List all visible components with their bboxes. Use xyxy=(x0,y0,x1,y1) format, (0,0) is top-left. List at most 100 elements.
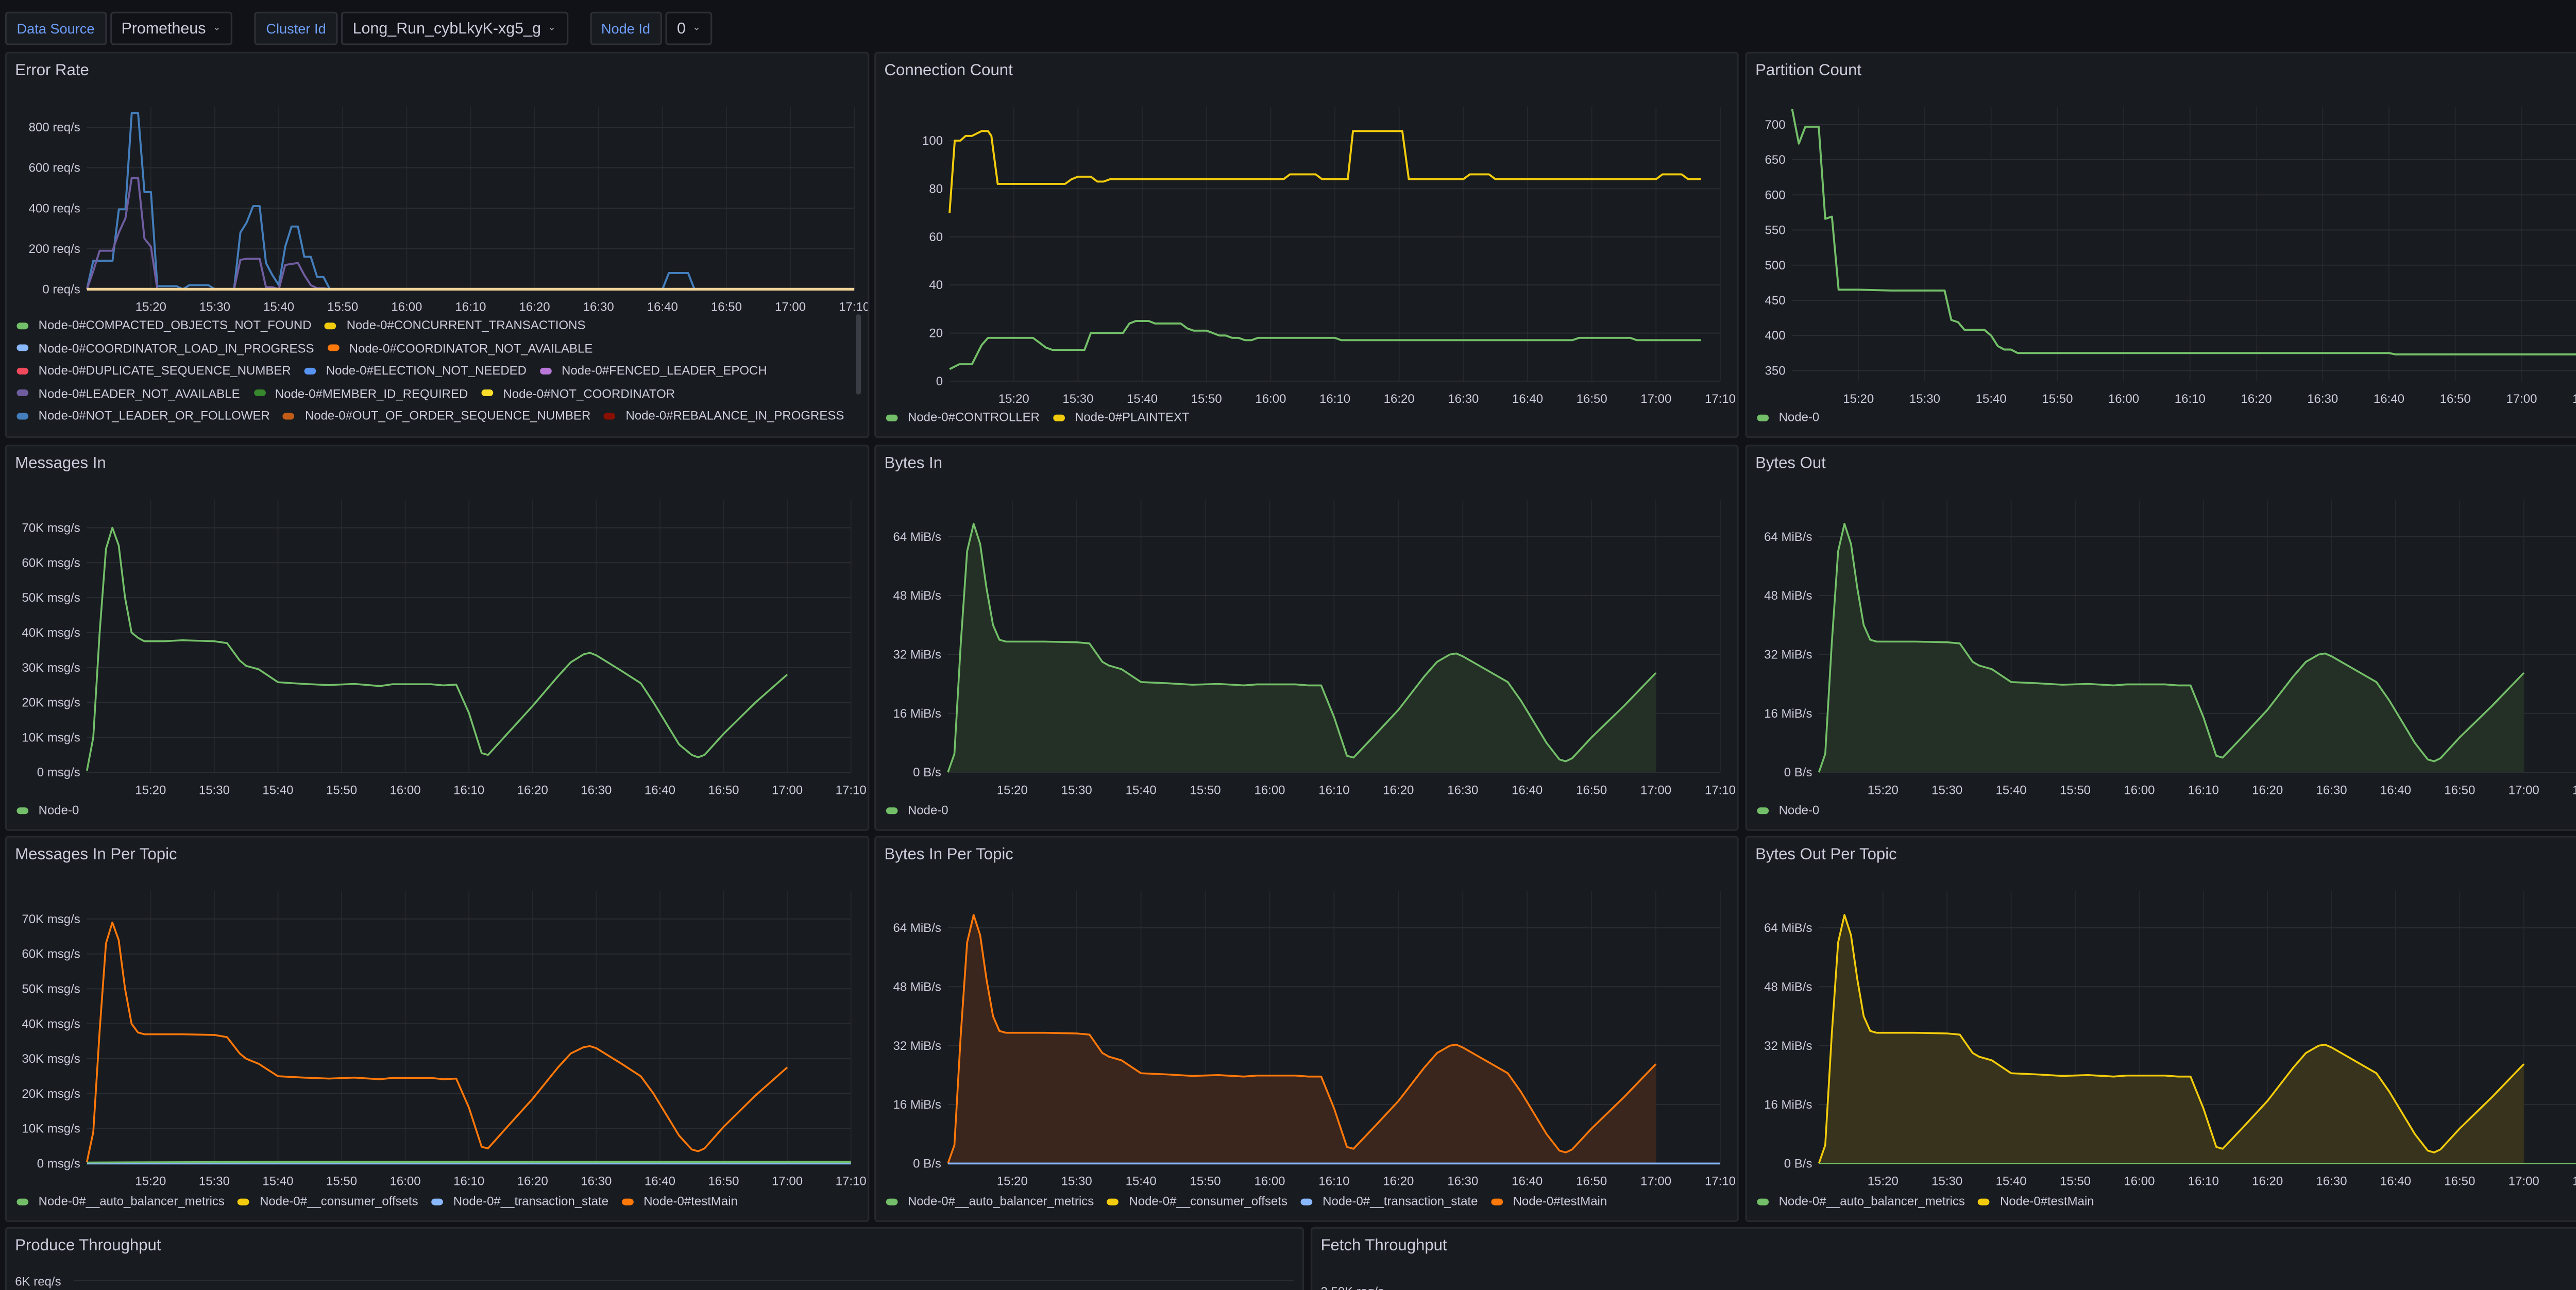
panel-title[interactable]: Bytes Out Per Topic xyxy=(1755,845,1897,864)
legend-item[interactable]: Node-0 xyxy=(886,803,948,818)
legend-item[interactable]: Node-0#DUPLICATE_SEQUENCE_NUMBER xyxy=(16,363,291,378)
series-line[interactable] xyxy=(86,177,855,291)
legend-item[interactable]: Node-0#OUT_OF_ORDER_SEQUENCE_NUMBER xyxy=(283,408,590,423)
series-line[interactable] xyxy=(1791,109,2576,355)
legend-color-swatch xyxy=(1053,414,1065,421)
x-tick-label: 15:50 xyxy=(1190,1175,1221,1189)
legend-label: Node-0#testMain xyxy=(1513,1193,1607,1209)
data-source-select[interactable]: Prometheus ⌄ xyxy=(109,11,233,44)
legend-item[interactable]: Node-0#REBALANCE_IN_PROGRESS xyxy=(604,408,844,423)
series-line[interactable] xyxy=(86,527,788,771)
series-line[interactable] xyxy=(948,130,1701,213)
legend-color-swatch xyxy=(431,1197,444,1204)
legend-item[interactable]: Node-0#__auto_balancer_metrics xyxy=(886,1194,1094,1209)
y-tick-label: 0 B/s xyxy=(913,766,941,779)
y-tick-label: 10K msg/s xyxy=(22,1122,80,1136)
legend-label: Node-0 xyxy=(1778,802,1820,818)
legend-item[interactable]: Node-0#__consumer_offsets xyxy=(1107,1194,1287,1209)
y-tick-label: 350 xyxy=(1765,364,1786,378)
y-tick-label: 200 req/s xyxy=(29,242,80,256)
node-id-select[interactable]: 0 ⌄ xyxy=(665,11,713,44)
y-tick-label: 0 msg/s xyxy=(37,766,80,779)
legend-item[interactable]: Node-0#testMain xyxy=(622,1194,738,1209)
panel-title[interactable]: Bytes In xyxy=(884,454,943,473)
y-tick-label: 0 xyxy=(936,375,943,388)
legend-scrollbar[interactable] xyxy=(856,314,861,395)
legend-item[interactable]: Node-0#COMPACTED_OBJECTS_NOT_FOUND xyxy=(16,318,312,333)
legend-item[interactable]: Node-0#__transaction_state xyxy=(1300,1194,1478,1209)
series-line[interactable] xyxy=(1818,522,2525,773)
x-tick-label: 15:40 xyxy=(1996,783,2027,797)
panel-error-rate: Error Rate 15:20 15:30 15:40 15:50 16:00 16:10… xyxy=(5,52,870,438)
legend-item[interactable]: Node-0#FENCED_LEADER_EPOCH xyxy=(539,363,767,378)
legend-item[interactable]: Node-0#__auto_balancer_metrics xyxy=(1757,1194,1965,1209)
x-tick-label: 15:20 xyxy=(1868,783,1899,797)
legend-item[interactable]: Node-0#PLAINTEXT xyxy=(1053,410,1190,425)
series-line[interactable] xyxy=(1818,914,2525,1164)
legend-item[interactable]: Node-0#__consumer_offsets xyxy=(238,1194,418,1209)
series-line[interactable] xyxy=(86,921,788,1162)
x-tick-label: 15:40 xyxy=(262,783,293,797)
legend-item[interactable]: Node-0#testMain xyxy=(1978,1194,2094,1209)
var-label-node-id: Node Id xyxy=(589,11,662,44)
legend-label: Node-0#COORDINATOR_NOT_AVAILABLE xyxy=(349,340,593,355)
legend-item[interactable]: Node-0#NOT_LEADER_OR_FOLLOWER xyxy=(16,408,270,423)
cluster-id-value: Long_Run_cybLkyK-xg5_g xyxy=(352,18,541,36)
legend-color-swatch xyxy=(238,1197,250,1204)
x-tick-label: 16:40 xyxy=(1512,783,1543,797)
series-area xyxy=(947,523,1656,773)
y-tick-label: 80 xyxy=(929,182,943,196)
series-line[interactable] xyxy=(949,320,1701,370)
legend-item[interactable]: Node-0#testMain xyxy=(1491,1194,1607,1209)
legend-item[interactable]: Node-0 xyxy=(1757,803,1819,818)
legend-item[interactable]: Node-0#CONCURRENT_TRANSACTIONS xyxy=(325,318,585,333)
y-tick-label: 16 MiB/s xyxy=(893,1098,941,1112)
panel-bytes-out: Bytes Out 15:20 15:30 15:40 15:50 16:00 16:10 1… xyxy=(1745,445,2576,831)
x-tick-label: 17:10 xyxy=(839,300,868,314)
legend-item[interactable]: Node-0 xyxy=(1757,410,1819,425)
legend-item[interactable]: Node-0#COORDINATOR_LOAD_IN_PROGRESS xyxy=(16,340,314,355)
legend-item[interactable]: Node-0#CONTROLLER xyxy=(886,410,1040,425)
y-tick-label: 20 xyxy=(929,327,943,341)
x-tick-label: 15:50 xyxy=(2060,1175,2091,1189)
x-tick-label: 16:50 xyxy=(708,1175,739,1189)
legend-item[interactable]: Node-0#LEADER_NOT_AVAILABLE xyxy=(16,385,240,400)
legend-item[interactable]: Node-0 xyxy=(16,803,79,818)
legend-item[interactable]: Node-0#__auto_balancer_metrics xyxy=(16,1194,225,1209)
x-tick-label: 16:50 xyxy=(1576,783,1607,797)
panel-title[interactable]: Produce Throughput xyxy=(15,1237,161,1255)
y-tick-label: 16 MiB/s xyxy=(893,707,941,721)
panel-title[interactable]: Fetch Throughput xyxy=(1320,1237,1447,1255)
x-tick-label: 16:40 xyxy=(2380,1175,2411,1189)
x-tick-label: 16:50 xyxy=(2444,1175,2475,1189)
legend-item[interactable]: Node-0#MEMBER_ID_REQUIRED xyxy=(253,385,468,400)
legend-item[interactable]: Node-0#ELECTION_NOT_NEEDED xyxy=(304,363,527,378)
legend-item[interactable]: Node-0#NOT_COORDINATOR xyxy=(481,385,675,400)
panel-title[interactable]: Bytes In Per Topic xyxy=(884,845,1013,864)
panel-title[interactable]: Messages In Per Topic xyxy=(15,845,177,864)
legend-label: Node-0#__auto_balancer_metrics xyxy=(907,1193,1094,1209)
legend: Node-0#__auto_balancer_metrics Node-0#__c… xyxy=(16,1194,844,1209)
y-tick-label: 20K msg/s xyxy=(22,1087,80,1101)
series-line[interactable] xyxy=(947,522,1657,773)
cluster-id-select[interactable]: Long_Run_cybLkyK-xg5_g ⌄ xyxy=(341,11,568,44)
series-line[interactable] xyxy=(86,112,855,291)
y-tick-label: 70K msg/s xyxy=(22,912,80,926)
x-tick-label: 16:30 xyxy=(581,1175,612,1189)
y-tick-label: 2.50K req/s xyxy=(1320,1285,1384,1290)
panel-title[interactable]: Connection Count xyxy=(884,62,1013,80)
panel-title[interactable]: Messages In xyxy=(15,454,106,473)
panel-title[interactable]: Bytes Out xyxy=(1755,454,1826,473)
y-tick-label: 30K msg/s xyxy=(22,661,80,675)
legend-color-swatch xyxy=(886,414,898,421)
x-tick-label: 17:00 xyxy=(1640,392,1671,406)
legend-item[interactable]: Node-0#COORDINATOR_NOT_AVAILABLE xyxy=(327,340,592,355)
legend-color-swatch xyxy=(327,344,340,351)
panel-title[interactable]: Error Rate xyxy=(15,62,89,80)
chart-error-rate: 15:20 15:30 15:40 15:50 16:00 16:10 16:20 16:30… xyxy=(29,107,868,314)
legend-label: Node-0#NOT_LEADER_OR_FOLLOWER xyxy=(38,408,270,423)
legend-item[interactable]: Node-0#__transaction_state xyxy=(431,1194,608,1209)
panel-title[interactable]: Partition Count xyxy=(1755,62,1862,80)
x-tick-label: 16:40 xyxy=(2380,783,2411,797)
series-line[interactable] xyxy=(947,914,1657,1164)
